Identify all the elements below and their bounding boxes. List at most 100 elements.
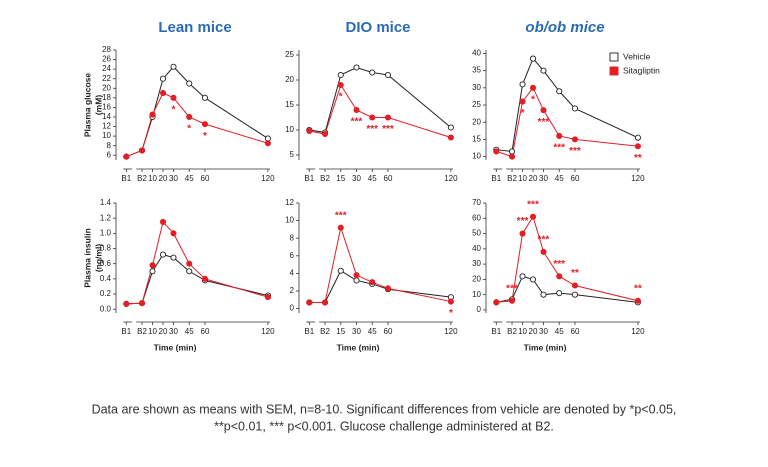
significance-label: *** [538,117,550,128]
data-point [508,148,516,155]
significance-label: *** [382,124,394,135]
data-point [634,297,641,304]
y-tick-label: 1.2 [100,213,112,222]
x-tick-label: 60 [201,174,210,183]
data-point [201,94,209,101]
data-point [447,298,454,305]
x-tick-label: 120 [631,174,645,183]
data-point [149,268,156,275]
data-point [170,94,177,101]
x-tick-label: B2 [320,327,330,336]
y-tick-label: 25 [285,50,294,59]
y-tick-label: 5 [290,150,295,159]
x-tick-label: 20 [159,327,168,336]
data-point [384,71,392,79]
significance-label: * [521,108,525,119]
data-point [556,290,563,297]
data-point [159,218,167,226]
significance-label: ** [634,153,642,164]
y-tick-label: 35 [472,66,481,75]
data-point [556,132,563,139]
x-axis-label: Time (min) [154,342,197,352]
y-tick-label: 30 [472,259,481,268]
data-point [264,140,271,147]
y-tick-label: 12 [285,198,294,207]
data-point [384,114,392,121]
significance-label: * [339,92,343,103]
x-tick-label: B2 [137,327,147,336]
x-tick-label: 30 [539,327,548,336]
data-point [540,107,547,114]
data-point [170,230,177,237]
data-point [201,121,209,128]
x-tick-label: 45 [555,174,564,183]
x-tick-label: 45 [185,327,194,336]
y-tick-label: 10 [285,125,294,134]
panel-title: ob/ob mice [525,19,604,36]
y-tick-label: 8 [107,141,112,150]
significance-label: * [187,124,191,135]
legend-label: Sitagliptin [623,65,660,75]
y-tick-label: 50 [472,229,481,238]
x-tick-label: 60 [571,327,580,336]
y-axis-label: (mM) [93,95,103,115]
data-point [149,262,156,269]
y-tick-label: 1.0 [100,228,112,237]
data-point [369,69,376,76]
y-tick-label: 15 [285,100,294,109]
y-tick-label: 10 [102,131,111,140]
significance-label: *** [538,235,550,246]
y-tick-label: 10 [472,290,481,299]
y-tick-label: 40 [472,49,481,58]
y-tick-label: 6 [107,150,112,159]
data-point [170,254,177,261]
y-tick-label: 6 [290,251,295,260]
y-tick-label: 12 [102,122,111,131]
caption: Data are shown as means with SEM, n=8-10… [92,402,677,416]
data-point [337,267,344,274]
panel-title: Lean mice [158,19,231,36]
data-point [529,213,537,220]
data-point [540,67,547,74]
y-tick-label: 28 [102,45,111,54]
x-tick-label: 60 [384,174,393,183]
x-tick-label: 20 [529,327,538,336]
y-tick-label: 0.2 [100,289,112,298]
data-point [571,136,579,143]
data-point [529,276,537,283]
data-point [447,124,454,131]
x-tick-label: B1 [304,327,314,336]
x-tick-label: 45 [185,174,194,183]
y-tick-label: 10 [285,216,294,225]
series-line [309,66,452,134]
data-point [186,260,193,267]
y-tick-label: 0 [290,304,295,313]
data-point [149,111,156,118]
significance-label: *** [351,117,363,128]
x-tick-label: B2 [137,174,147,183]
x-tick-label: 15 [336,174,345,183]
y-tick-label: 2 [290,286,295,295]
data-point [123,153,130,160]
y-tick-label: 14 [102,112,111,121]
data-point [384,285,392,292]
data-point [571,282,579,289]
significance-label: * [449,308,453,319]
x-tick-label: B2 [320,174,330,183]
x-tick-label: 10 [148,174,157,183]
x-tick-label: 30 [352,327,361,336]
x-tick-label: B1 [121,174,131,183]
data-point [321,299,329,306]
significance-label: * [531,94,535,105]
data-point [321,130,329,138]
significance-label: *** [366,124,378,135]
series-line [126,65,269,158]
y-tick-label: 0.6 [100,259,112,268]
y-tick-label: 22 [102,74,111,83]
data-point [369,114,376,121]
data-point [186,80,193,87]
x-tick-label: 60 [201,327,210,336]
data-point [337,81,344,89]
y-tick-label: 0.8 [100,244,112,253]
